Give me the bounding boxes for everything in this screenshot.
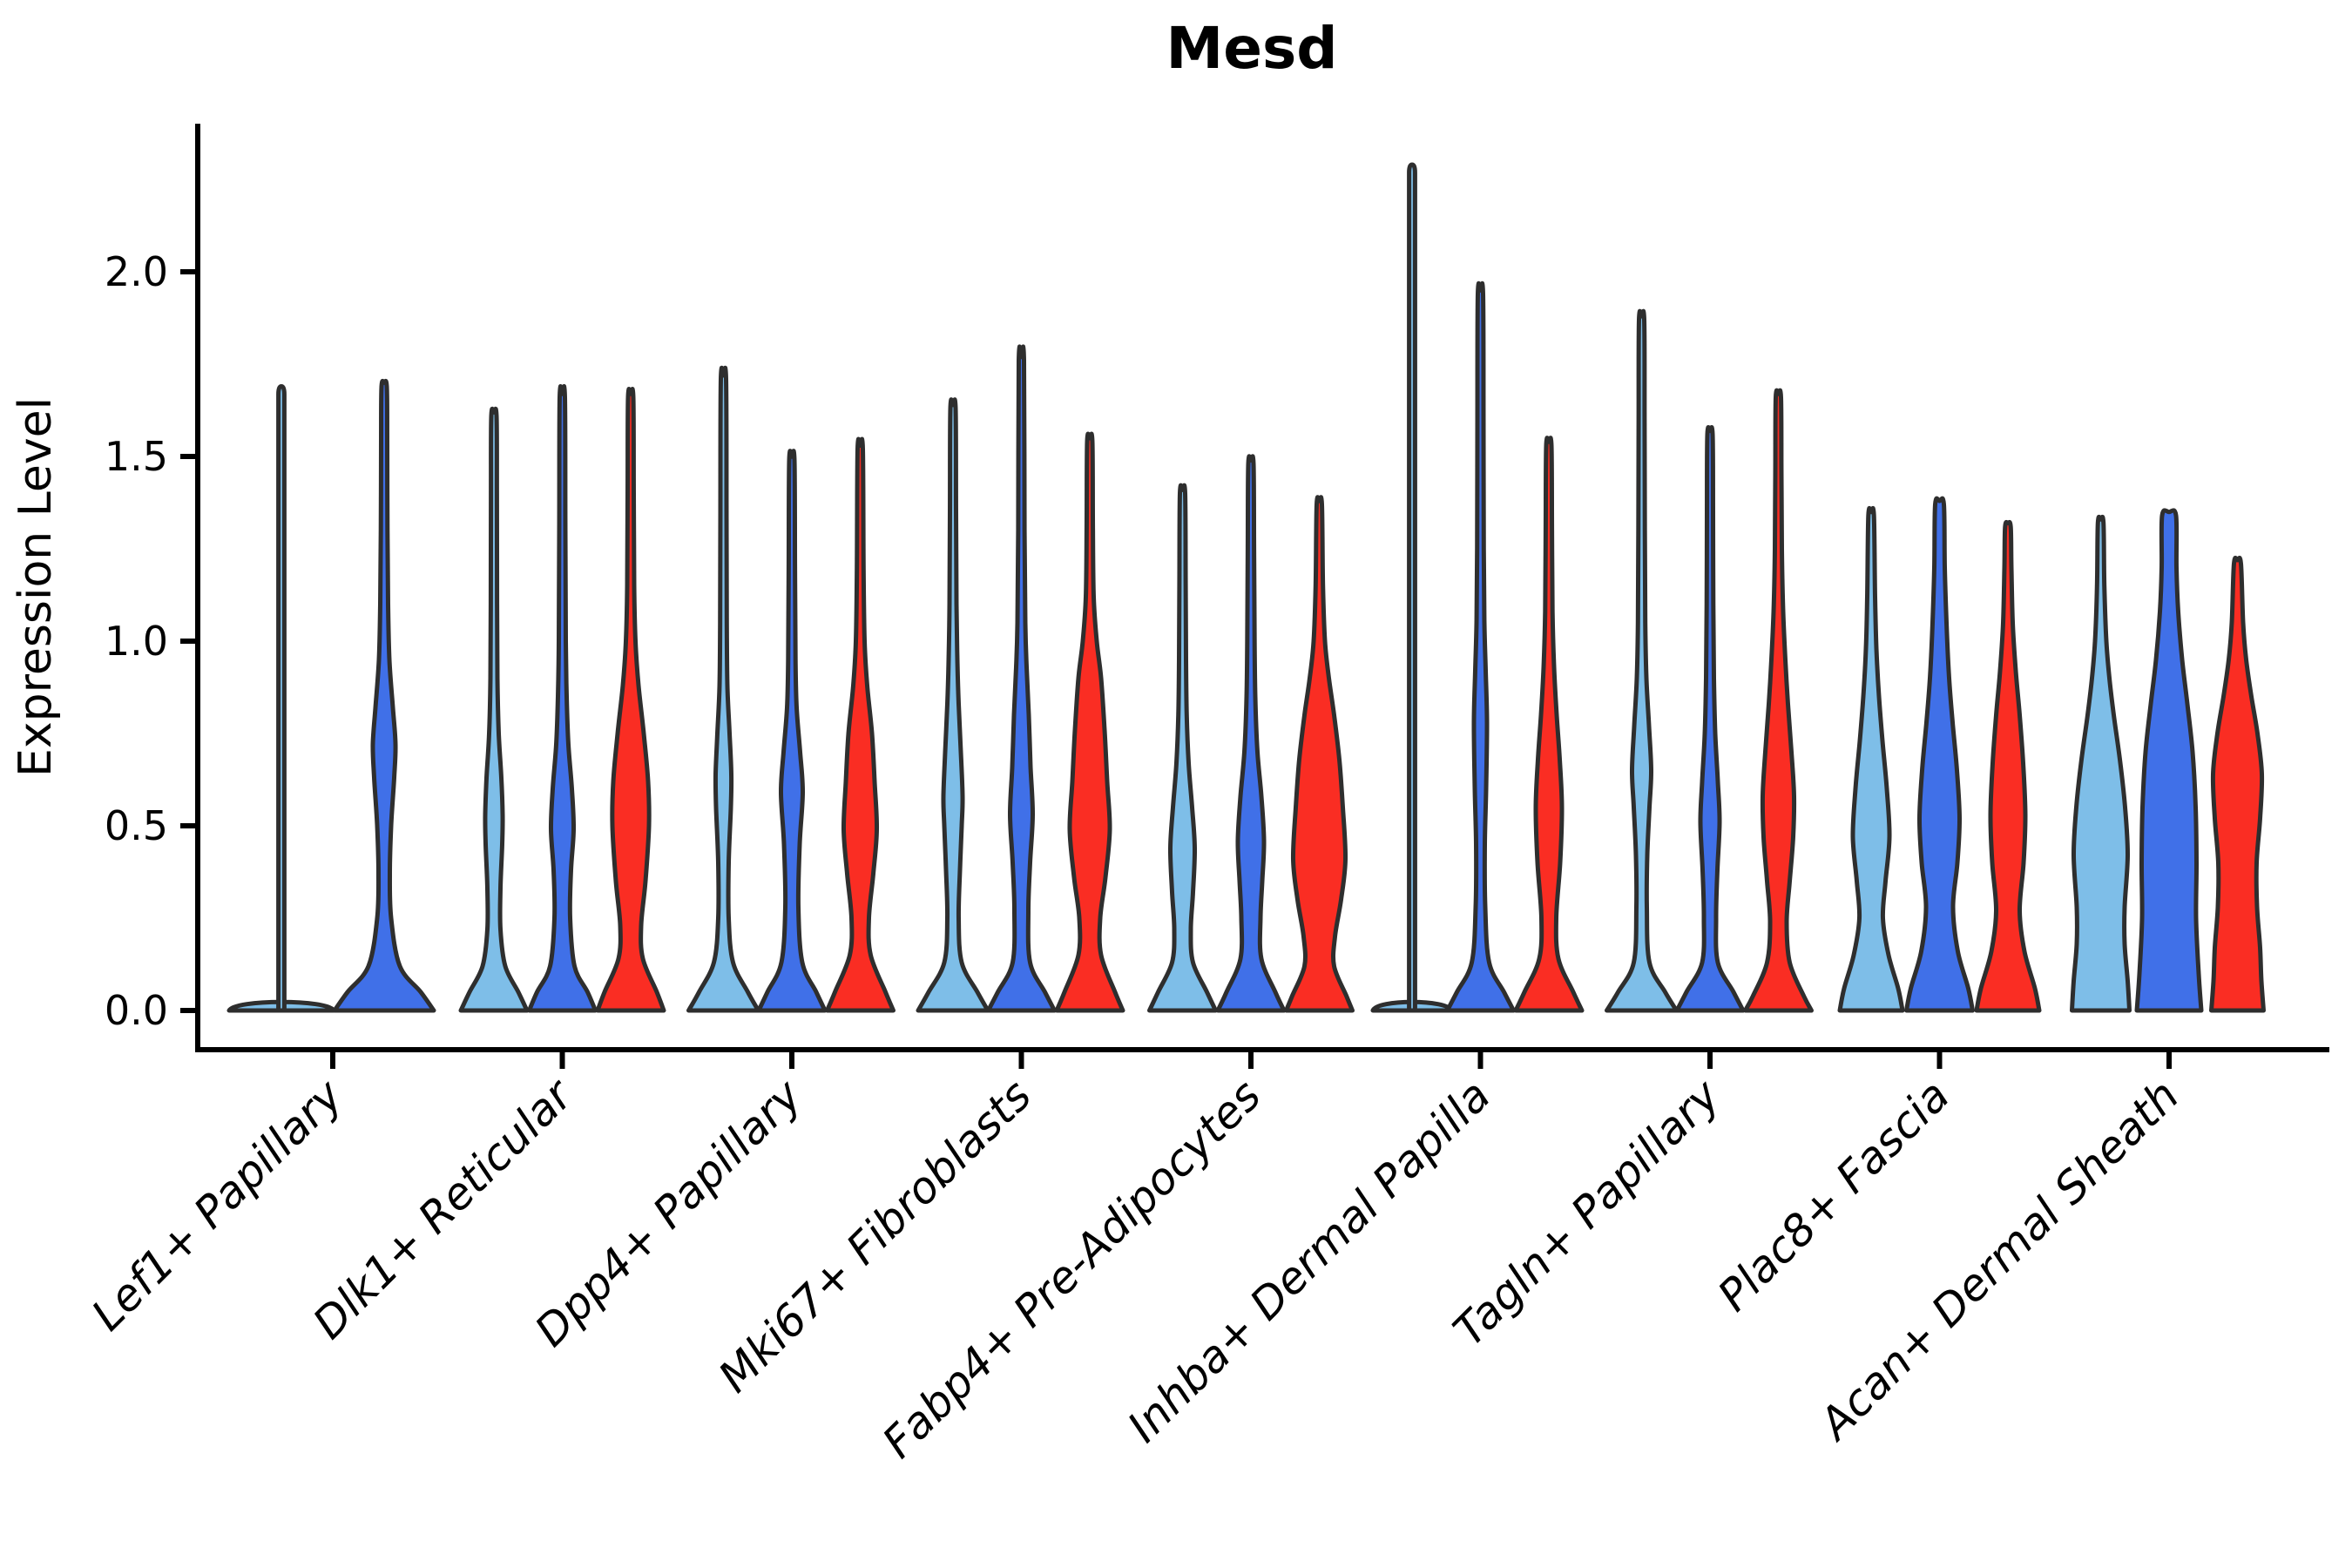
violin-6-0: [1605, 308, 1679, 1013]
violins-layer: [226, 162, 2266, 1013]
violin-3-1: [986, 344, 1057, 1013]
violin-5-0-spike: [1407, 162, 1417, 1013]
x-tick-label: Inhba+ Dermal Papilla: [1119, 1070, 1500, 1451]
violin-7-0: [1837, 505, 1905, 1013]
y-tick-label: 1.0: [105, 618, 168, 665]
violin-2-2: [825, 436, 896, 1013]
violin-6-1: [1674, 425, 1746, 1013]
violin-7-2: [1974, 519, 2042, 1013]
x-tick-label: Lef1+ Papillary: [82, 1069, 353, 1340]
y-tick-label: 1.5: [105, 433, 168, 480]
violin-4-0: [1147, 483, 1218, 1013]
violin-4-1: [1215, 454, 1287, 1013]
violin-0-0-spike: [276, 383, 287, 1013]
y-axis-label: Expression Level: [10, 397, 62, 777]
violin-0-1: [332, 378, 436, 1013]
violin-8-1: [2134, 508, 2204, 1013]
violin-5-1: [1445, 280, 1516, 1013]
y-tick-label: 2.0: [105, 248, 168, 295]
violin-3-0: [916, 397, 990, 1013]
violin-3-2: [1054, 431, 1125, 1013]
x-tick-label: Fabp4+ Pre-Adipocytes: [873, 1070, 1271, 1468]
chart-title: Mesd: [1166, 15, 1338, 82]
violin-7-1: [1904, 496, 1975, 1013]
x-tick-label: Plac8+ Fascia: [1708, 1070, 1959, 1321]
violin-8-0: [2070, 514, 2132, 1013]
y-tick-label: 0.0: [105, 987, 168, 1034]
violin-4-2: [1284, 495, 1355, 1013]
violin-1-2: [595, 387, 666, 1013]
violin-5-2: [1513, 436, 1585, 1013]
violin-6-2: [1743, 388, 1814, 1013]
violin-2-0: [686, 365, 760, 1013]
violin-2-1: [756, 449, 828, 1013]
violin-8-2: [2209, 555, 2266, 1013]
violin-1-1: [527, 383, 598, 1013]
violin-1-0: [458, 406, 530, 1013]
y-tick-label: 0.5: [105, 802, 168, 849]
